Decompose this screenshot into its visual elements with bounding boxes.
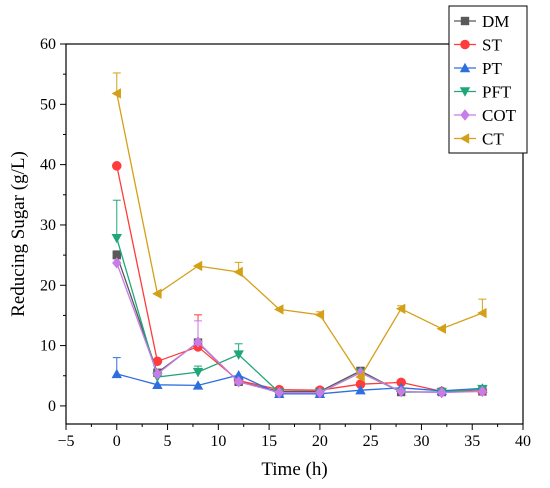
data-point-st — [355, 379, 366, 389]
data-point-pft — [111, 234, 122, 244]
x-tick-label: 30 — [413, 433, 429, 450]
series-st — [111, 161, 488, 397]
series-line-cot — [116, 262, 483, 394]
legend-marker-st — [460, 39, 470, 50]
x-tick-label: −5 — [57, 433, 74, 450]
series-line-st — [116, 165, 483, 393]
data-point-pt — [233, 369, 244, 380]
x-tick-label: 35 — [464, 433, 480, 450]
y-tick-label: 20 — [40, 277, 56, 294]
data-point-pft — [192, 367, 204, 378]
data-point-pt — [192, 380, 204, 390]
y-tick-label: 0 — [48, 398, 56, 415]
legend-marker-pt — [459, 62, 471, 73]
x-axis-title: Time (h) — [261, 459, 327, 480]
y-axis-title: Reducing Sugar (g/L) — [8, 151, 29, 317]
data-point-pt — [111, 368, 122, 379]
data-point-ct — [436, 323, 446, 334]
series-ct — [111, 72, 487, 383]
data-point-cot — [437, 386, 447, 399]
legend-label-ct: CT — [482, 130, 504, 149]
y-axis: 0 10 20 30 40 50 60 — [40, 36, 66, 415]
legend-marker-ct — [459, 133, 470, 144]
data-point-cot — [112, 257, 122, 269]
legend-label-pft: PFT — [482, 83, 512, 102]
data-point-cot — [274, 386, 284, 399]
data-point-cot — [477, 385, 488, 398]
x-tick-label: 20 — [312, 433, 328, 450]
series-line-pt — [116, 373, 483, 395]
y-tick-label: 50 — [40, 96, 56, 113]
y-tick-label: 60 — [40, 36, 56, 53]
data-point-dm — [112, 250, 121, 260]
x-axis: −5 0 5 10 15 20 25 30 35 40 — [57, 424, 531, 450]
data-point-ct — [233, 266, 243, 278]
data-point-ct — [274, 304, 284, 315]
data-point-cot — [193, 336, 203, 348]
data-point-ct — [355, 371, 365, 383]
data-point-cot — [233, 376, 244, 388]
data-point-ct — [477, 307, 487, 319]
legend-box — [448, 5, 528, 154]
data-point-ct — [314, 309, 325, 321]
data-point-pft — [233, 350, 244, 360]
x-tick-label: 10 — [210, 433, 226, 450]
legend-label-st: ST — [482, 36, 502, 55]
data-point-pt — [355, 385, 366, 395]
x-tick-label: 15 — [261, 433, 277, 450]
series-pft — [111, 199, 488, 398]
x-tick-label: 40 — [515, 433, 531, 450]
legend-label-pt: PT — [482, 59, 502, 78]
series-line-pft — [116, 238, 483, 394]
data-point-st — [152, 356, 163, 367]
legend: DM ST PT PFT COT CT — [448, 5, 528, 154]
data-point-st — [396, 377, 406, 388]
data-point-pt — [152, 379, 163, 389]
legend-label-dm: DM — [482, 12, 509, 31]
series-cot — [112, 257, 488, 399]
x-tick-label: 0 — [113, 433, 121, 450]
data-point-cot — [396, 385, 406, 398]
data-point-cot — [315, 386, 325, 399]
data-point-ct — [192, 260, 203, 272]
legend-label-cot: COT — [482, 106, 517, 125]
legend-marker-dm — [460, 16, 470, 26]
data-point-ct — [152, 288, 162, 299]
y-tick-label: 40 — [40, 157, 56, 174]
x-tick-label: 25 — [363, 433, 379, 450]
legend-marker-cot — [460, 109, 470, 121]
legend-marker-pft — [459, 87, 471, 97]
data-point-cot — [152, 368, 163, 380]
series-line-dm — [116, 254, 483, 393]
series-line-ct — [116, 93, 483, 379]
y-tick-label: 30 — [40, 217, 56, 234]
x-tick-label: 5 — [164, 433, 172, 450]
data-point-ct — [111, 88, 121, 99]
series-layer — [111, 72, 488, 399]
data-point-ct — [395, 303, 406, 314]
y-tick-label: 10 — [40, 338, 56, 355]
data-point-st — [111, 161, 122, 171]
